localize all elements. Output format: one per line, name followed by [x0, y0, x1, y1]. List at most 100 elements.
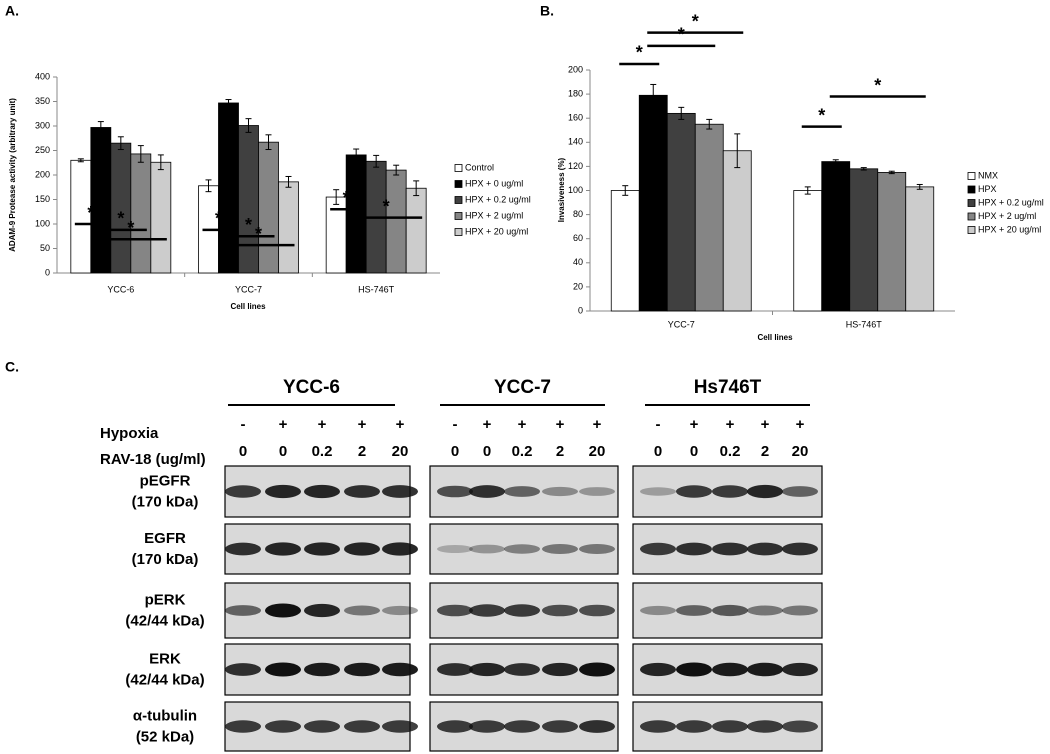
band [382, 542, 418, 556]
error-bar [353, 148, 360, 162]
significance-star: * [245, 215, 252, 235]
band [579, 487, 615, 496]
band [225, 720, 261, 733]
y-tick-label: 250 [35, 145, 50, 155]
significance-star: * [874, 75, 881, 95]
dose-label: 0 [239, 443, 247, 460]
band [469, 544, 505, 554]
error-bar [117, 136, 124, 151]
y-tick-label: 40 [573, 257, 583, 267]
error-bar [205, 179, 212, 193]
band [469, 662, 505, 677]
bar [638, 94, 668, 312]
row-label: (170 kDa) [132, 551, 199, 568]
y-axis-label: ADAM-9 Protease activity (arbitrary unit… [8, 98, 17, 252]
row-label: (42/44 kDa) [125, 671, 204, 688]
y-tick-label: 100 [568, 185, 583, 195]
blot-panel [429, 523, 619, 575]
y-tick-label: 120 [568, 161, 583, 171]
condition-label: Hypoxia [100, 425, 159, 442]
y-axis-label: Invasiveness (%) [557, 157, 566, 222]
group-title: YCC-6 [283, 377, 340, 398]
group-title: Hs746T [694, 377, 762, 398]
band [782, 605, 818, 616]
legend-swatch [967, 185, 976, 194]
x-axis-label: Cell lines [757, 333, 793, 342]
error-bar [225, 99, 232, 107]
bar [877, 172, 907, 312]
band [747, 662, 783, 677]
band [542, 720, 578, 733]
row-label: pEGFR [140, 472, 191, 489]
band [712, 542, 748, 556]
band [579, 720, 615, 733]
band [640, 542, 676, 556]
y-tick-label: 150 [35, 194, 50, 204]
band [265, 720, 301, 733]
legend-label: HPX + 20 ug/ml [465, 226, 528, 236]
hypoxia-sign: - [656, 416, 661, 433]
bar [666, 112, 696, 312]
band [504, 486, 540, 497]
condition-label: RAV-18 (ug/ml) [100, 451, 206, 468]
band [712, 604, 748, 617]
band [504, 604, 540, 617]
legend-label: HPX + 0.2 ug/ml [978, 197, 1044, 207]
band [676, 605, 712, 616]
error-bar [333, 189, 340, 205]
x-tick-label: YCC-7 [235, 284, 262, 294]
y-tick-label: 60 [573, 233, 583, 243]
dose-label: 20 [589, 443, 606, 460]
bar [150, 161, 172, 274]
dose-label: 0.2 [512, 443, 533, 460]
bar [793, 190, 823, 312]
row-label: α-tubulin [133, 707, 197, 724]
row-label: (52 kDa) [136, 728, 194, 745]
bar [722, 150, 752, 312]
error-bar [650, 83, 657, 107]
band [265, 603, 301, 618]
band [504, 544, 540, 554]
band [747, 605, 783, 616]
hypoxia-sign: + [483, 416, 492, 433]
band [782, 720, 818, 733]
y-tick-label: 0 [578, 305, 583, 315]
row-label: ERK [149, 650, 181, 667]
dose-label: 20 [792, 443, 809, 460]
hypoxia-sign: + [796, 416, 805, 433]
band [747, 542, 783, 556]
bar [90, 127, 112, 274]
y-tick-label: 140 [568, 137, 583, 147]
hypoxia-sign: + [318, 416, 327, 433]
band [437, 663, 473, 676]
error-bar [916, 183, 923, 190]
band [304, 484, 340, 499]
band [782, 542, 818, 556]
y-tick-label: 200 [568, 64, 583, 74]
y-tick-label: 300 [35, 120, 50, 130]
hypoxia-sign: + [518, 416, 527, 433]
band [542, 486, 578, 497]
band [712, 485, 748, 498]
dose-label: 0 [654, 443, 662, 460]
error-bar [393, 164, 400, 176]
y-tick-label: 20 [573, 281, 583, 291]
significance-star: * [117, 209, 124, 229]
band [542, 604, 578, 617]
x-tick-label: HS-746T [358, 284, 395, 294]
legend-swatch [967, 199, 976, 207]
y-tick-label: 160 [568, 113, 583, 123]
significance-star: * [818, 105, 825, 125]
bar [849, 168, 879, 312]
significance-star: * [383, 196, 390, 216]
band [747, 720, 783, 733]
hypoxia-sign: + [593, 416, 602, 433]
dose-label: 2 [358, 443, 366, 460]
dose-label: 2 [761, 443, 769, 460]
dose-label: 0 [690, 443, 698, 460]
error-bar [157, 154, 164, 171]
legend-label: HPX + 2 ug/ml [465, 210, 523, 220]
significance-star: * [692, 11, 699, 31]
band [469, 604, 505, 617]
bar [405, 187, 427, 274]
